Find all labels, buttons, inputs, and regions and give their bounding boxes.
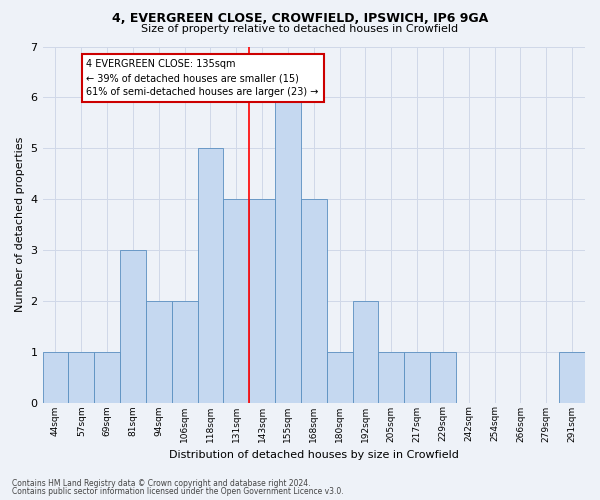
Text: Contains HM Land Registry data © Crown copyright and database right 2024.: Contains HM Land Registry data © Crown c… — [12, 479, 311, 488]
Bar — [249, 199, 275, 402]
Bar — [559, 352, 585, 403]
Bar — [430, 352, 456, 403]
Bar — [68, 352, 94, 403]
Bar — [94, 352, 120, 403]
Bar — [275, 98, 301, 403]
X-axis label: Distribution of detached houses by size in Crowfield: Distribution of detached houses by size … — [169, 450, 459, 460]
Text: Contains public sector information licensed under the Open Government Licence v3: Contains public sector information licen… — [12, 487, 344, 496]
Y-axis label: Number of detached properties: Number of detached properties — [15, 137, 25, 312]
Text: Size of property relative to detached houses in Crowfield: Size of property relative to detached ho… — [142, 24, 458, 34]
Bar — [379, 352, 404, 403]
Bar — [120, 250, 146, 402]
Bar — [197, 148, 223, 403]
Text: 4 EVERGREEN CLOSE: 135sqm
← 39% of detached houses are smaller (15)
61% of semi-: 4 EVERGREEN CLOSE: 135sqm ← 39% of detac… — [86, 59, 319, 97]
Bar — [301, 199, 326, 402]
Bar — [146, 301, 172, 402]
Bar — [43, 352, 68, 403]
Bar — [172, 301, 197, 402]
Bar — [326, 352, 353, 403]
Text: 4, EVERGREEN CLOSE, CROWFIELD, IPSWICH, IP6 9GA: 4, EVERGREEN CLOSE, CROWFIELD, IPSWICH, … — [112, 12, 488, 26]
Bar — [223, 199, 249, 402]
Bar — [353, 301, 379, 402]
Bar — [404, 352, 430, 403]
